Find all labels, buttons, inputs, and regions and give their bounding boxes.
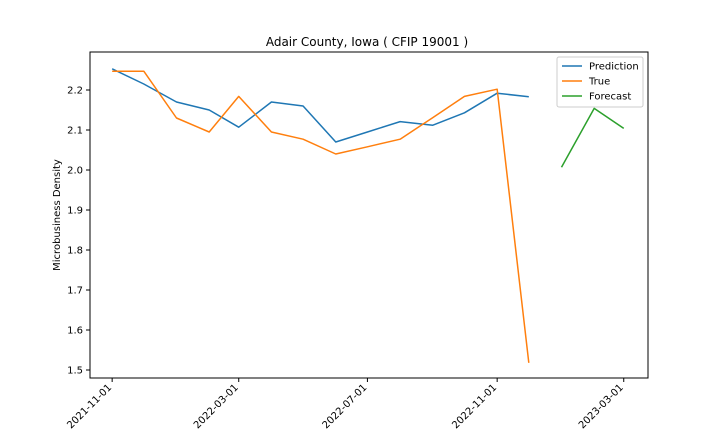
y-axis: 1.5 1.6 1.7 1.8 1.9 2.0 2.1 2.2 bbox=[67, 86, 90, 377]
y-tick-label: 1.8 bbox=[67, 246, 83, 257]
y-tick-label: 2.2 bbox=[67, 86, 83, 97]
series-line-prediction bbox=[111, 68, 529, 143]
series-line-true bbox=[112, 70, 530, 363]
x-axis: 2021-11-01 2022-03-01 2022-07-01 2022-11-01… bbox=[65, 378, 626, 431]
legend-box bbox=[556, 56, 644, 108]
y-tick-label: 1.9 bbox=[67, 206, 83, 217]
legend-label: True bbox=[588, 77, 610, 88]
series-line-forecast bbox=[560, 107, 625, 168]
y-tick-label: 1.7 bbox=[67, 286, 83, 297]
legend-label: Forecast bbox=[589, 92, 631, 103]
y-tick-label: 1.6 bbox=[67, 326, 83, 337]
y-tick-label: 2.0 bbox=[67, 166, 83, 177]
x-tick-label: 2022-07-01 bbox=[321, 382, 370, 431]
x-tick-label: 2021-11-01 bbox=[65, 382, 114, 431]
y-axis-label: Microbusiness Density bbox=[52, 159, 63, 271]
y-tick-label: 2.1 bbox=[67, 126, 83, 137]
legend-label: Prediction bbox=[589, 62, 639, 73]
chart-title: Adair County, Iowa ( CFIP 19001 ) bbox=[266, 35, 468, 49]
y-tick-label: 1.5 bbox=[67, 366, 83, 377]
legend: Prediction True Forecast bbox=[556, 56, 644, 108]
plot-area bbox=[89, 51, 649, 379]
x-tick-label: 2023-03-01 bbox=[577, 382, 626, 431]
series-lines bbox=[111, 68, 625, 363]
x-tick-label: 2022-11-01 bbox=[450, 382, 499, 431]
x-tick-label: 2022-03-01 bbox=[192, 382, 241, 431]
